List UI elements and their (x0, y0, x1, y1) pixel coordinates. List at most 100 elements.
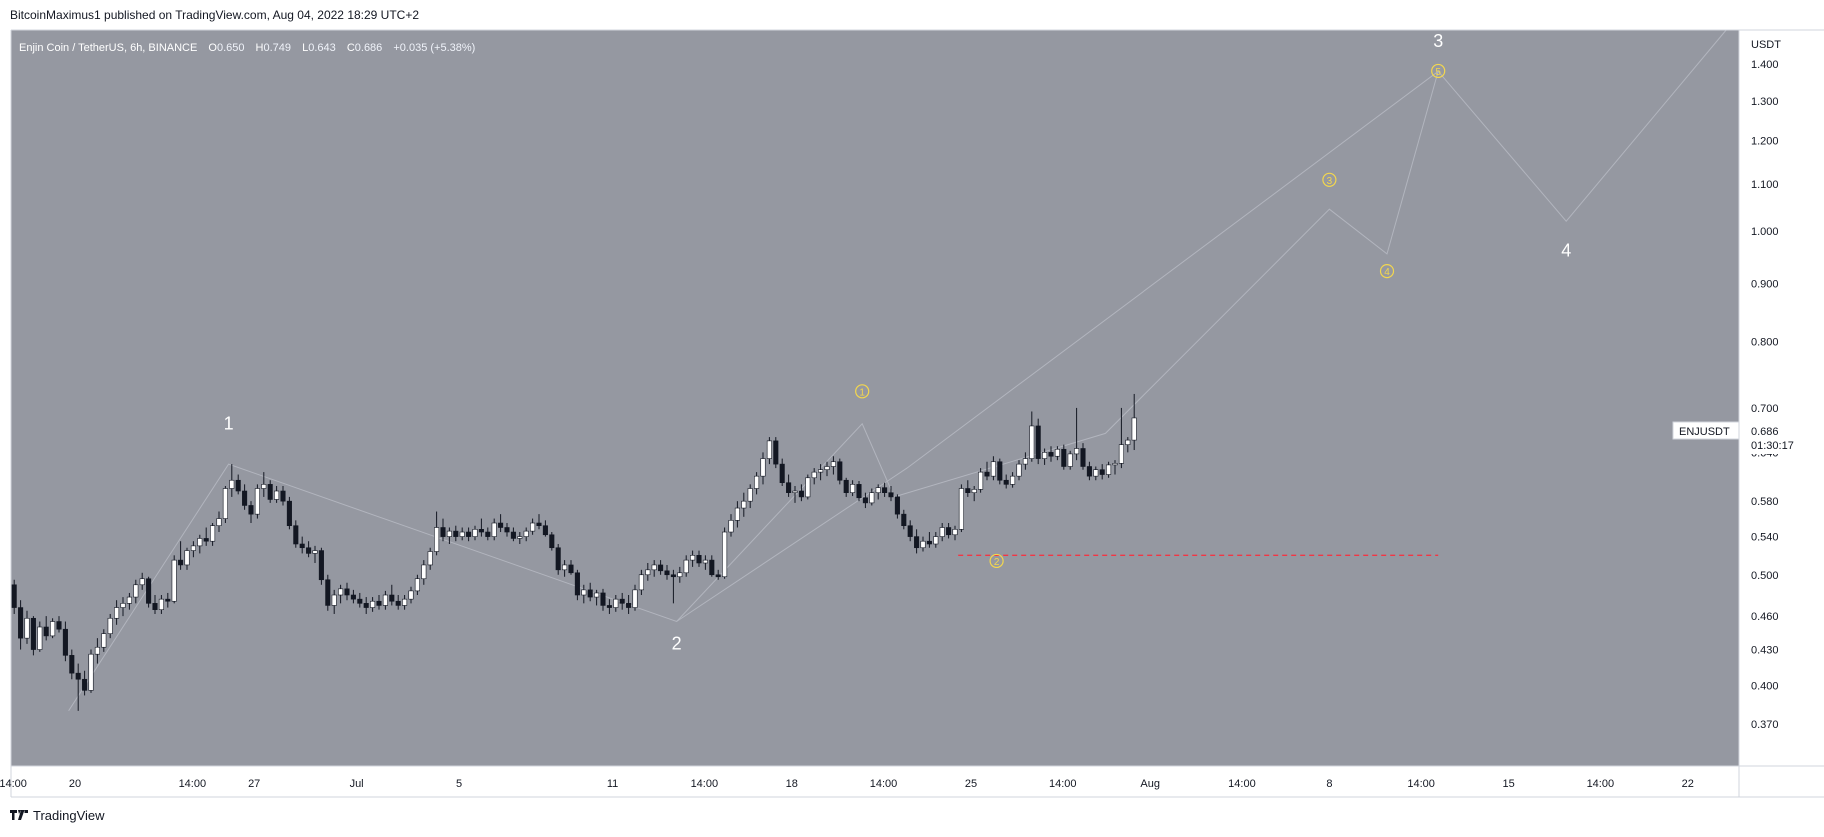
candle (280, 486, 286, 506)
candle-body (1131, 417, 1137, 441)
candle (1029, 411, 1035, 462)
candle (926, 532, 932, 548)
current-price-tag: ENJUSDT 0.686 01:30:17 (1672, 421, 1807, 454)
candle-body (818, 469, 824, 473)
candle (664, 564, 670, 580)
y-tick-label: 0.540 (1751, 532, 1779, 544)
candle (626, 595, 632, 614)
candle-body (510, 531, 516, 539)
candle-body (1003, 479, 1009, 485)
candle (1035, 418, 1041, 465)
candle (568, 560, 574, 575)
candle (427, 547, 433, 570)
price-tag-countdown: 01:30:17 (1751, 440, 1794, 452)
candle-body (536, 522, 542, 527)
candle-body (946, 527, 952, 536)
x-tick-label: 14:00 (1049, 778, 1077, 790)
candle (402, 595, 408, 610)
candle-body (370, 600, 376, 608)
candle-body (907, 525, 913, 537)
candle (901, 509, 907, 530)
candle-body (504, 527, 510, 533)
candle-body (56, 621, 62, 630)
candle (1118, 407, 1124, 469)
y-tick-label: 0.500 (1751, 570, 1779, 582)
candle (466, 527, 472, 542)
candle-body (1093, 469, 1099, 477)
candle (139, 572, 145, 590)
candle-body (171, 559, 177, 602)
candle (408, 586, 414, 604)
wave-label: 4 (1561, 240, 1571, 260)
candle (133, 579, 139, 604)
candle-body (43, 626, 49, 637)
candle (274, 486, 280, 503)
candle (498, 514, 504, 533)
candle (811, 468, 817, 485)
candle-body (581, 589, 587, 596)
candle (728, 514, 734, 537)
candle (210, 523, 216, 546)
candle-body (402, 598, 408, 606)
candle (434, 511, 440, 556)
candle-body (926, 540, 932, 545)
candle (421, 560, 427, 585)
candle-body (1106, 464, 1112, 475)
candle-body (683, 559, 689, 574)
candle-body (331, 594, 337, 606)
candle-body (216, 518, 222, 527)
candle-body (267, 484, 273, 500)
candle (542, 520, 548, 537)
candle (939, 523, 945, 542)
candle-body (293, 525, 299, 545)
candle-body (651, 564, 657, 571)
price-axis[interactable]: 1.400 1.300 1.200 1.100 1.000 0.900 0.800 0.700… (1751, 59, 1779, 731)
candle (1112, 460, 1118, 475)
candle-body (715, 574, 721, 578)
x-tick-label: Aug (1140, 778, 1160, 790)
candle-body (235, 479, 241, 492)
candle-body (357, 598, 363, 604)
candle (11, 579, 17, 614)
x-tick-label: 14:00 (691, 778, 719, 790)
candle (536, 514, 542, 530)
time-axis[interactable]: 14:00 20 14:00 27 Jul 5 11 14:00 18 14:00 25 14:00 A… (0, 778, 1694, 790)
candle-body (619, 598, 625, 604)
candle-body (190, 545, 196, 551)
candle-body (30, 617, 36, 650)
candle (331, 589, 337, 614)
y-tick-label: 0.460 (1751, 611, 1779, 623)
y-tick-label: 0.700 (1751, 403, 1779, 415)
plot-background[interactable] (11, 30, 1739, 766)
candle-body (1112, 463, 1118, 466)
candle-body (24, 617, 30, 639)
candle-body (997, 461, 1003, 481)
subwave-label: 3 (1322, 172, 1337, 187)
subwave-circle (1322, 172, 1337, 187)
y-tick-label: 1.100 (1751, 179, 1779, 191)
candle-body (664, 570, 670, 576)
candle (523, 527, 529, 542)
candle (914, 529, 920, 554)
wave-path-primary-count (68, 29, 1727, 712)
candle-body (139, 578, 145, 586)
candle-body (773, 440, 779, 465)
candle-body (229, 479, 235, 489)
candle (491, 518, 497, 541)
legend-close-label: C (347, 42, 355, 54)
x-tick-label: 8 (1326, 778, 1332, 790)
candle (126, 592, 132, 610)
candle-body (587, 589, 593, 598)
candle-body (299, 543, 305, 549)
candle (1022, 452, 1028, 470)
candle-body (709, 559, 715, 576)
candle-body (210, 525, 216, 542)
candle-body (50, 621, 56, 637)
candle (306, 541, 312, 558)
candle (152, 595, 158, 614)
legend-open-value: 0.650 (217, 42, 245, 54)
candle (1086, 461, 1092, 481)
candle (920, 536, 926, 552)
candle-body (875, 487, 881, 493)
